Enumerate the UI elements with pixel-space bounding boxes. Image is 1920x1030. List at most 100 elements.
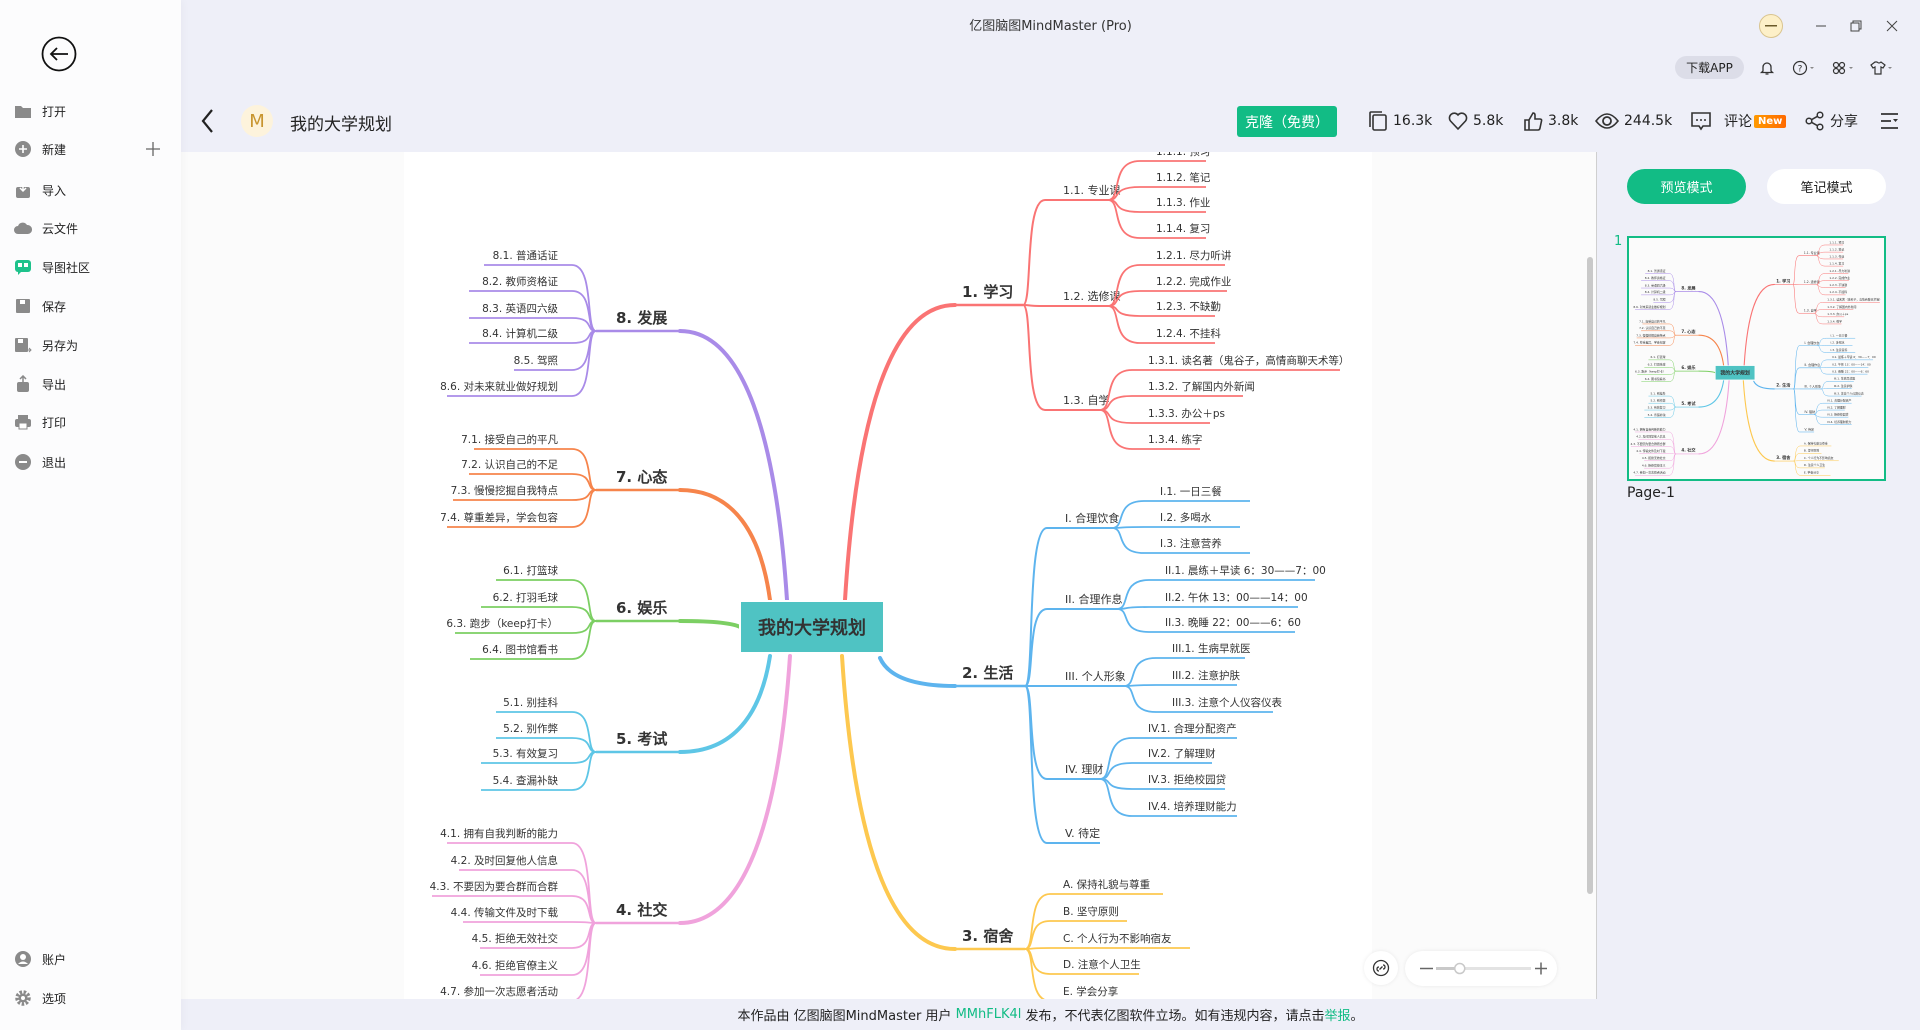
- zoom-slider[interactable]: [1405, 951, 1557, 986]
- share-button[interactable]: 分享: [1805, 110, 1858, 132]
- likes-stat[interactable]: 3.8k: [1523, 110, 1578, 132]
- comment-button[interactable]: 评论 New: [1690, 110, 1787, 132]
- leaf-node-label[interactable]: A. 保持礼貌与尊重: [1063, 878, 1150, 891]
- skin-button[interactable]: [1870, 58, 1894, 78]
- leaf-node-label[interactable]: E. 学会分享: [1063, 985, 1118, 998]
- sidebar-back-button[interactable]: [41, 36, 77, 76]
- leaf-node-label[interactable]: 1.1.3. 作业: [1156, 197, 1210, 209]
- sidebar-item[interactable]: 打开: [14, 100, 66, 122]
- leaf-node-label[interactable]: IV.2. 了解理财: [1148, 747, 1216, 760]
- branch-label[interactable]: 4. 社交: [616, 901, 667, 919]
- leaf-node-label[interactable]: I.3. 注意营养: [1160, 537, 1222, 550]
- report-link[interactable]: 举报: [1324, 1009, 1351, 1024]
- leaf-node-label[interactable]: 1.2.2. 完成作业: [1156, 275, 1231, 288]
- sidebar-item[interactable]: 账户: [14, 948, 66, 970]
- mindmap[interactable]: 1. 学习 1.1. 专业课 1.1.1. 预习 1.1.2. 笔记 1.1.3. 作业…: [181, 152, 1596, 999]
- sidebar-item[interactable]: 导出: [14, 373, 66, 395]
- restore-button[interactable]: [1846, 16, 1866, 36]
- sub-node-label[interactable]: I. 合理饮食: [1065, 511, 1119, 525]
- sub-node-label[interactable]: 1.1. 专业课: [1063, 183, 1121, 197]
- leaf-node-label[interactable]: 1.2.4. 不挂科: [1156, 327, 1221, 340]
- note-mode-button[interactable]: 笔记模式: [1767, 169, 1886, 204]
- leaf-node-label[interactable]: 4.2. 及时回复他人信息: [451, 854, 558, 867]
- branch-label[interactable]: 2. 生活: [962, 664, 1013, 682]
- zoom-in-icon[interactable]: [1535, 962, 1547, 975]
- leaf-node-label[interactable]: 7.4. 尊重差异，学会包容: [440, 511, 558, 524]
- zoom-slider-handle[interactable]: [1454, 962, 1466, 975]
- leaf-node-label[interactable]: 4.5. 拒绝无效社交: [472, 932, 559, 945]
- close-button[interactable]: [1882, 16, 1902, 36]
- leaf-node-label[interactable]: B. 坚守原则: [1063, 905, 1119, 918]
- leaf-node-label[interactable]: II.1. 晨练＋早读 6：30——7：00: [1165, 564, 1326, 577]
- leaf-node-label[interactable]: I.1. 一日三餐: [1160, 485, 1222, 498]
- sidebar-item[interactable]: 选项: [14, 987, 66, 1009]
- leaf-node-label[interactable]: 8.3. 英语四六级: [482, 302, 558, 315]
- minimize-button[interactable]: [1811, 16, 1831, 36]
- leaf-node-label[interactable]: IV.3. 拒绝校园贷: [1148, 773, 1226, 786]
- root-node-label[interactable]: 我的大学规划: [758, 617, 866, 639]
- leaf-node-label[interactable]: III.2. 注意护肤: [1172, 669, 1240, 682]
- sidebar-item[interactable]: 保存: [14, 295, 66, 317]
- vertical-scrollbar[interactable]: [1587, 257, 1593, 894]
- branch-label[interactable]: 7. 心态: [616, 468, 667, 486]
- leaf-node-label[interactable]: 7.2. 认识自己的不足: [461, 458, 558, 471]
- branch-label[interactable]: 3. 宿舍: [962, 927, 1014, 945]
- leaf-node-label[interactable]: 8.4. 计算机二级: [482, 327, 558, 340]
- leaf-node-label[interactable]: C. 个人行为不影响宿友: [1063, 932, 1172, 945]
- leaf-node-label[interactable]: 1.1.4. 复习: [1156, 222, 1210, 235]
- leaf-node-label[interactable]: 6.3. 跑步（keep打卡）: [446, 617, 558, 630]
- sub-node-label[interactable]: IV. 理财: [1065, 762, 1103, 776]
- preview-mode-button[interactable]: 预览模式: [1627, 169, 1746, 204]
- leaf-node-label[interactable]: 8.6. 对未来就业做好规划: [440, 380, 558, 393]
- leaf-node-label[interactable]: 8.2. 教师资格证: [482, 275, 558, 288]
- sidebar-item[interactable]: 另存为: [14, 334, 78, 356]
- leaf-node-label[interactable]: D. 注意个人卫生: [1063, 958, 1141, 971]
- branch-label[interactable]: 1. 学习: [962, 283, 1013, 301]
- leaf-node-label[interactable]: 5.3. 有效复习: [493, 747, 558, 760]
- leaf-node-label[interactable]: 1.1.2. 笔记: [1156, 171, 1211, 184]
- page-thumbnail[interactable]: [1627, 236, 1886, 481]
- leaf-node-label[interactable]: 6.1. 打篮球: [503, 564, 558, 577]
- leaf-node-label[interactable]: 1.3.4. 练字: [1148, 433, 1202, 446]
- apps-button[interactable]: [1831, 58, 1855, 78]
- sub-node-label[interactable]: II. 合理作息: [1065, 592, 1122, 606]
- sub-node-label[interactable]: III. 个人形象: [1065, 670, 1126, 683]
- leaf-node-label[interactable]: 7.1. 接受自己的平凡: [461, 433, 558, 446]
- sub-node-label[interactable]: 1.2. 选修课: [1063, 289, 1121, 303]
- sub-node-label[interactable]: 1.3. 自学: [1063, 393, 1110, 407]
- download-app-button[interactable]: 下载APP: [1675, 56, 1744, 79]
- leaf-node-label[interactable]: 1.3.1. 读名著（鬼谷子，高情商聊天术等）: [1148, 354, 1349, 367]
- leaf-node-label[interactable]: III.1. 生病早就医: [1172, 642, 1250, 655]
- leaf-node-label[interactable]: 7.3. 慢慢挖掘自我特点: [451, 484, 558, 497]
- back-button[interactable]: [200, 108, 216, 138]
- user-avatar-button[interactable]: [1759, 14, 1783, 38]
- sidebar-item[interactable]: 退出: [14, 451, 66, 473]
- menu-button[interactable]: [1880, 110, 1905, 132]
- branch-label[interactable]: 8. 发展: [616, 309, 667, 327]
- leaf-node-label[interactable]: 6.2. 打羽毛球: [493, 591, 559, 604]
- leaf-node-label[interactable]: 4.6. 拒绝官僚主义: [472, 959, 559, 972]
- leaf-node-label[interactable]: 1.1.1. 预习: [1156, 152, 1210, 158]
- leaf-node-label[interactable]: IV.1. 合理分配资产: [1148, 722, 1237, 735]
- branch-label[interactable]: 6. 娱乐: [616, 599, 667, 617]
- new-plus-button[interactable]: [146, 141, 160, 160]
- leaf-node-label[interactable]: 4.4. 传输文件及时下载: [451, 906, 559, 919]
- copies-stat[interactable]: 16.3k: [1368, 110, 1432, 132]
- sidebar-item[interactable]: 云文件: [14, 217, 78, 239]
- leaf-node-label[interactable]: 1.3.2. 了解国内外新闻: [1148, 380, 1255, 393]
- sidebar-item[interactable]: 导图社区: [14, 256, 90, 278]
- leaf-node-label[interactable]: II.3. 晚睡 22：00——6：60: [1165, 616, 1301, 629]
- branch-label[interactable]: 5. 考试: [616, 730, 667, 748]
- sidebar-item[interactable]: 导入: [14, 179, 66, 201]
- leaf-node-label[interactable]: 5.2. 别作弊: [503, 722, 558, 735]
- help-button[interactable]: ?: [1792, 58, 1816, 78]
- leaf-node-label[interactable]: 6.4. 图书馆看书: [482, 643, 558, 656]
- leaf-node-label[interactable]: 4.7. 参加一次志愿者活动: [440, 985, 558, 998]
- leaf-node-label[interactable]: 4.3. 不要因为要合群而合群: [430, 880, 559, 893]
- leaf-node-label[interactable]: 1.2.3. 不缺勤: [1156, 300, 1221, 313]
- leaf-node-label[interactable]: 5.4. 查漏补缺: [493, 774, 559, 787]
- sidebar-item[interactable]: 打印: [14, 411, 66, 433]
- sidebar-item[interactable]: 新建: [14, 138, 66, 160]
- leaf-node-label[interactable]: I.2. 多喝水: [1160, 511, 1212, 524]
- root-node[interactable]: [739, 600, 885, 654]
